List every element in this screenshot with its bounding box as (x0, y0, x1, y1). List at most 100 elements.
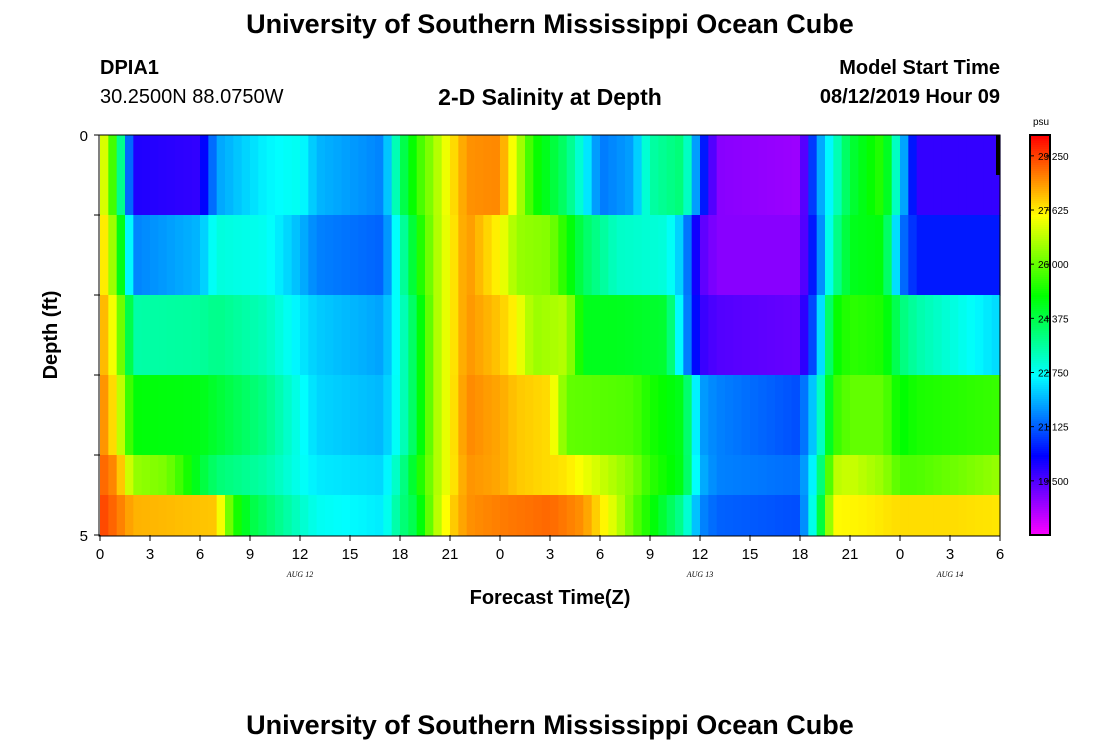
colorbar-swatch (1030, 255, 1050, 258)
heatmap-cell (450, 455, 459, 496)
heatmap-cell (108, 455, 118, 496)
colorbar-swatch (1030, 279, 1050, 282)
heatmap-cell (816, 135, 826, 216)
heatmap-cell (150, 455, 159, 496)
colorbar-swatch (1030, 149, 1050, 152)
x-date-label: AUG 13 (686, 570, 713, 579)
heatmap-cell (158, 375, 168, 456)
heatmap-cell (708, 135, 718, 216)
heatmap-cell (766, 135, 776, 216)
heatmap-cell (975, 135, 984, 216)
heatmap-cell (816, 295, 826, 376)
heatmap-cell (450, 495, 459, 536)
heatmap-cell (141, 455, 151, 496)
colorbar-swatch (1030, 353, 1050, 356)
heatmap-cell (833, 295, 843, 376)
heatmap-cell (791, 495, 801, 536)
heatmap-cell (791, 215, 801, 296)
heatmap-cell (758, 215, 768, 296)
heatmap-cell (625, 295, 634, 376)
heatmap-cell (775, 375, 784, 456)
heatmap-cell (750, 455, 759, 496)
heatmap-cell (191, 455, 201, 496)
heatmap-cell (291, 495, 301, 536)
heatmap-cell (158, 295, 168, 376)
colorbar-swatch (1030, 429, 1050, 432)
station-id: DPIA1 (100, 57, 159, 79)
colorbar-swatch (1030, 459, 1050, 462)
heatmap-cell (775, 455, 784, 496)
heatmap-cell (408, 495, 418, 536)
heatmap-cell (100, 295, 109, 376)
heatmap-cell (933, 495, 943, 536)
heatmap-cell (100, 375, 109, 456)
heatmap-cell (808, 375, 818, 456)
heatmap-cell (341, 455, 351, 496)
heatmap-cell (116, 135, 126, 216)
heatmap-cell (233, 455, 243, 496)
heatmap-cell (808, 495, 818, 536)
colorbar-swatch (1030, 167, 1050, 170)
heatmap-cell (941, 215, 951, 296)
heatmap-cell (666, 455, 676, 496)
colorbar-swatch (1030, 137, 1050, 140)
heatmap-cell (791, 135, 801, 216)
heatmap-cell (225, 135, 234, 216)
heatmap-cell (133, 455, 143, 496)
heatmap-cell (933, 135, 943, 216)
colorbar-swatch (1030, 203, 1050, 206)
heatmap-cell (358, 495, 368, 536)
heatmap-cell (558, 135, 568, 216)
colorbar-swatch (1030, 215, 1050, 218)
heatmap-cell (725, 375, 734, 456)
heatmap-cell (875, 295, 884, 376)
heatmap-cell (408, 215, 418, 296)
heatmap-cell (225, 215, 234, 296)
colorbar-swatch (1030, 325, 1050, 328)
heatmap-cell (675, 295, 684, 376)
heatmap-cell (933, 215, 943, 296)
heatmap-cell (525, 215, 534, 296)
heatmap-cell (983, 295, 993, 376)
heatmap-cell (483, 135, 493, 216)
colorbar-swatch (1030, 187, 1050, 190)
heatmap-cell (183, 455, 193, 496)
x-tick-label: 21 (442, 546, 459, 563)
colorbar-swatch (1030, 253, 1050, 256)
heatmap-cell (175, 375, 184, 456)
x-tick-label: 12 (292, 546, 309, 563)
colorbar-swatch (1030, 181, 1050, 184)
heatmap-cell (375, 375, 384, 456)
heatmap-cell (916, 295, 926, 376)
heatmap-cell (641, 295, 651, 376)
heatmap-cell (625, 495, 634, 536)
heatmap-cell (175, 455, 184, 496)
heatmap-cell (633, 295, 643, 376)
heatmap-cell (625, 375, 634, 456)
heatmap-cell (400, 215, 409, 296)
colorbar-swatch (1030, 393, 1050, 396)
heatmap-cell (208, 375, 218, 456)
heatmap-cell (766, 375, 776, 456)
heatmap-cell (641, 135, 651, 216)
heatmap-cell (683, 455, 693, 496)
heatmap-cell (375, 495, 384, 536)
colorbar-swatch (1030, 169, 1050, 172)
colorbar-swatch (1030, 283, 1050, 286)
heatmap-cell (491, 375, 501, 456)
colorbar-swatch (1030, 365, 1050, 368)
heatmap-cell (733, 495, 743, 536)
heatmap-cell (250, 495, 259, 536)
colorbar-swatch (1030, 399, 1050, 402)
heatmap-cell (991, 495, 1001, 536)
colorbar-swatch (1030, 385, 1050, 388)
x-tick-label: 6 (596, 546, 604, 563)
heatmap-cell (533, 135, 543, 216)
heatmap-cell (108, 295, 118, 376)
heatmap-cell (616, 495, 626, 536)
heatmap-cell (800, 495, 809, 536)
colorbar-swatch (1030, 521, 1050, 524)
heatmap-cell (183, 375, 193, 456)
colorbar-swatch (1030, 301, 1050, 304)
